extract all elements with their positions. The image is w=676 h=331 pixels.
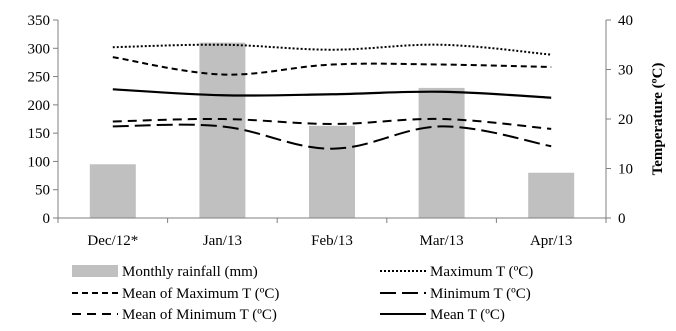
right-tick-label: 30	[618, 63, 633, 79]
legend: Monthly rainfall (mm) Maximum T (ºC) Mean …	[72, 264, 533, 323]
legend-item: Mean of Maximum T (ºC)	[72, 286, 279, 302]
series-line-1	[112, 56, 552, 76]
bar-Feb/13	[309, 125, 355, 218]
left-tick-label: 0	[43, 211, 51, 227]
legend-item: Mean T (ºC)	[380, 307, 505, 323]
bar-Jan/13	[199, 42, 246, 218]
series-line-3	[112, 117, 552, 130]
legend-item: Minimum T (ºC)	[380, 286, 531, 302]
right-tick-label: 0	[618, 211, 626, 227]
left-tick-label: 350	[28, 13, 51, 29]
series-line-2	[112, 123, 552, 150]
legend-label: Mean of Minimum T (ºC)	[122, 307, 277, 323]
left-tick-label: 250	[28, 70, 51, 86]
bar-Dec/12*	[89, 164, 136, 218]
legend-label: Minimum T (ºC)	[430, 286, 531, 302]
legend-label: Mean T (ºC)	[430, 307, 505, 323]
left-tick-label: 150	[28, 126, 51, 142]
legend-item: Mean of Minimum T (ºC)	[72, 307, 277, 323]
right-tick-label: 10	[618, 162, 633, 178]
x-tick-label: Mar/13	[420, 233, 464, 249]
bars-layer	[89, 42, 575, 218]
right-axis-label: Temperature (ºC)	[650, 63, 666, 176]
series-line-0	[112, 43, 552, 56]
legend-item: Monthly rainfall (mm)	[72, 264, 258, 280]
left-tick-label: 50	[35, 183, 50, 199]
x-tick-label: Feb/13	[311, 233, 353, 249]
legend-label: Maximum T (ºC)	[430, 264, 533, 280]
left-tick-label: 200	[28, 98, 51, 114]
left-tick-label: 300	[28, 41, 51, 57]
legend-item: Maximum T (ºC)	[380, 264, 533, 280]
x-tick-label: Dec/12*	[87, 233, 138, 249]
left-tick-label: 100	[28, 154, 51, 170]
x-tick-label: Jan/13	[203, 233, 242, 249]
bar-Mar/13	[418, 87, 465, 218]
legend-label: Mean of Maximum T (ºC)	[122, 286, 279, 302]
x-tick-label: Apr/13	[530, 233, 573, 249]
axes-layer: 0 50 100 150 200 250 300 350 0 10 20 30 40 Temperatur…	[28, 13, 667, 249]
bar-Apr/13	[528, 172, 575, 218]
legend-swatch-bar	[72, 265, 118, 277]
right-tick-label: 40	[618, 13, 633, 29]
right-tick-label: 20	[618, 112, 633, 128]
lines-layer	[112, 43, 552, 150]
legend-label: Monthly rainfall (mm)	[122, 264, 258, 280]
series-line-4	[112, 88, 552, 99]
